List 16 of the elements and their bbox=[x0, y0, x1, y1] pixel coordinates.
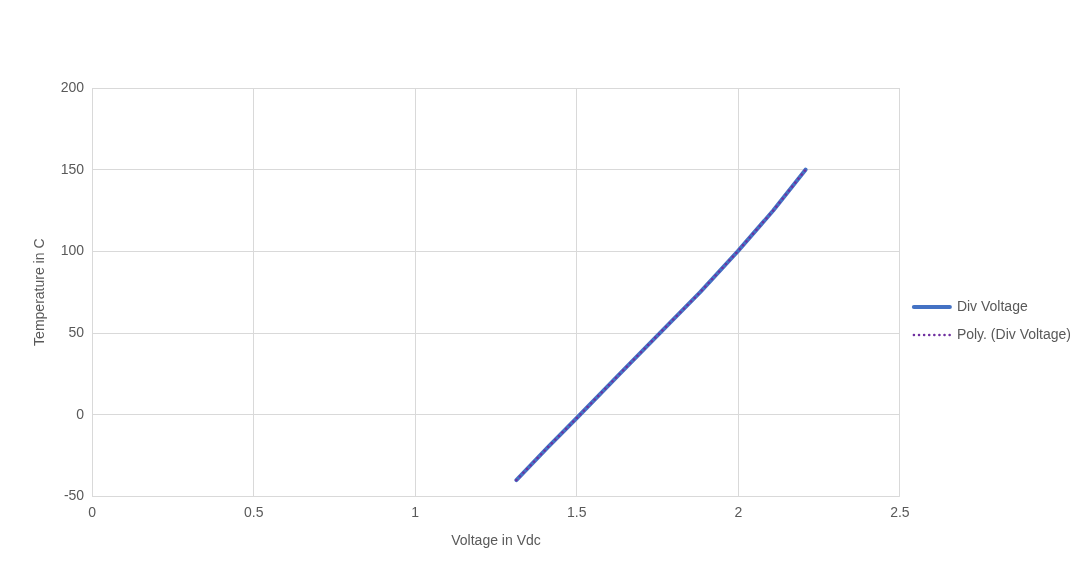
x-tick-label: 0 bbox=[88, 503, 97, 520]
y-tick-label: 0 bbox=[76, 405, 85, 422]
x-tick-label: 2.5 bbox=[890, 503, 910, 520]
y-tick-label: 150 bbox=[60, 160, 85, 177]
legend-label: Div Voltage bbox=[956, 297, 1028, 314]
y-tick-label: 50 bbox=[68, 323, 85, 340]
x-tick-label: 0.5 bbox=[243, 503, 264, 520]
x-tick-label: 1.5 bbox=[567, 503, 587, 520]
x-tick-label: 1 bbox=[411, 503, 420, 520]
y-tick-label: 200 bbox=[60, 78, 85, 95]
x-axis-title: Voltage in Vdc bbox=[451, 532, 541, 549]
y-tick-label: 100 bbox=[60, 242, 85, 259]
x-tick-label: 2 bbox=[734, 503, 743, 520]
y-axis-title: Temperature in C bbox=[31, 238, 48, 346]
y-tick-label: -50 bbox=[63, 487, 85, 504]
legend-label: Poly. (Div Voltage) bbox=[956, 325, 1072, 342]
